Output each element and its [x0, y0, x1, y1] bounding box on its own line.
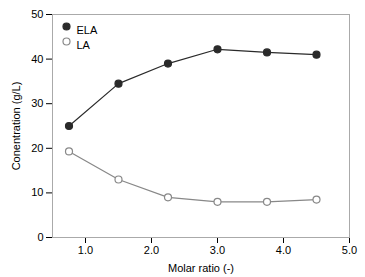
svg-text:40: 40 [31, 53, 43, 65]
svg-text:10: 10 [31, 186, 43, 198]
svg-text:30: 30 [31, 97, 43, 109]
svg-text:ELA: ELA [77, 24, 98, 36]
svg-text:1.0: 1.0 [78, 244, 93, 256]
svg-text:4.0: 4.0 [276, 244, 291, 256]
svg-text:Conentration (g/L): Conentration (g/L) [10, 82, 22, 171]
svg-text:2.0: 2.0 [144, 244, 159, 256]
svg-text:3.0: 3.0 [210, 244, 225, 256]
svg-text:LA: LA [77, 39, 91, 51]
svg-text:Molar ratio (-): Molar ratio (-) [168, 262, 234, 274]
svg-text:20: 20 [31, 142, 43, 154]
svg-text:0: 0 [37, 231, 43, 243]
svg-text:50: 50 [31, 8, 43, 20]
svg-text:5.0: 5.0 [342, 244, 357, 256]
